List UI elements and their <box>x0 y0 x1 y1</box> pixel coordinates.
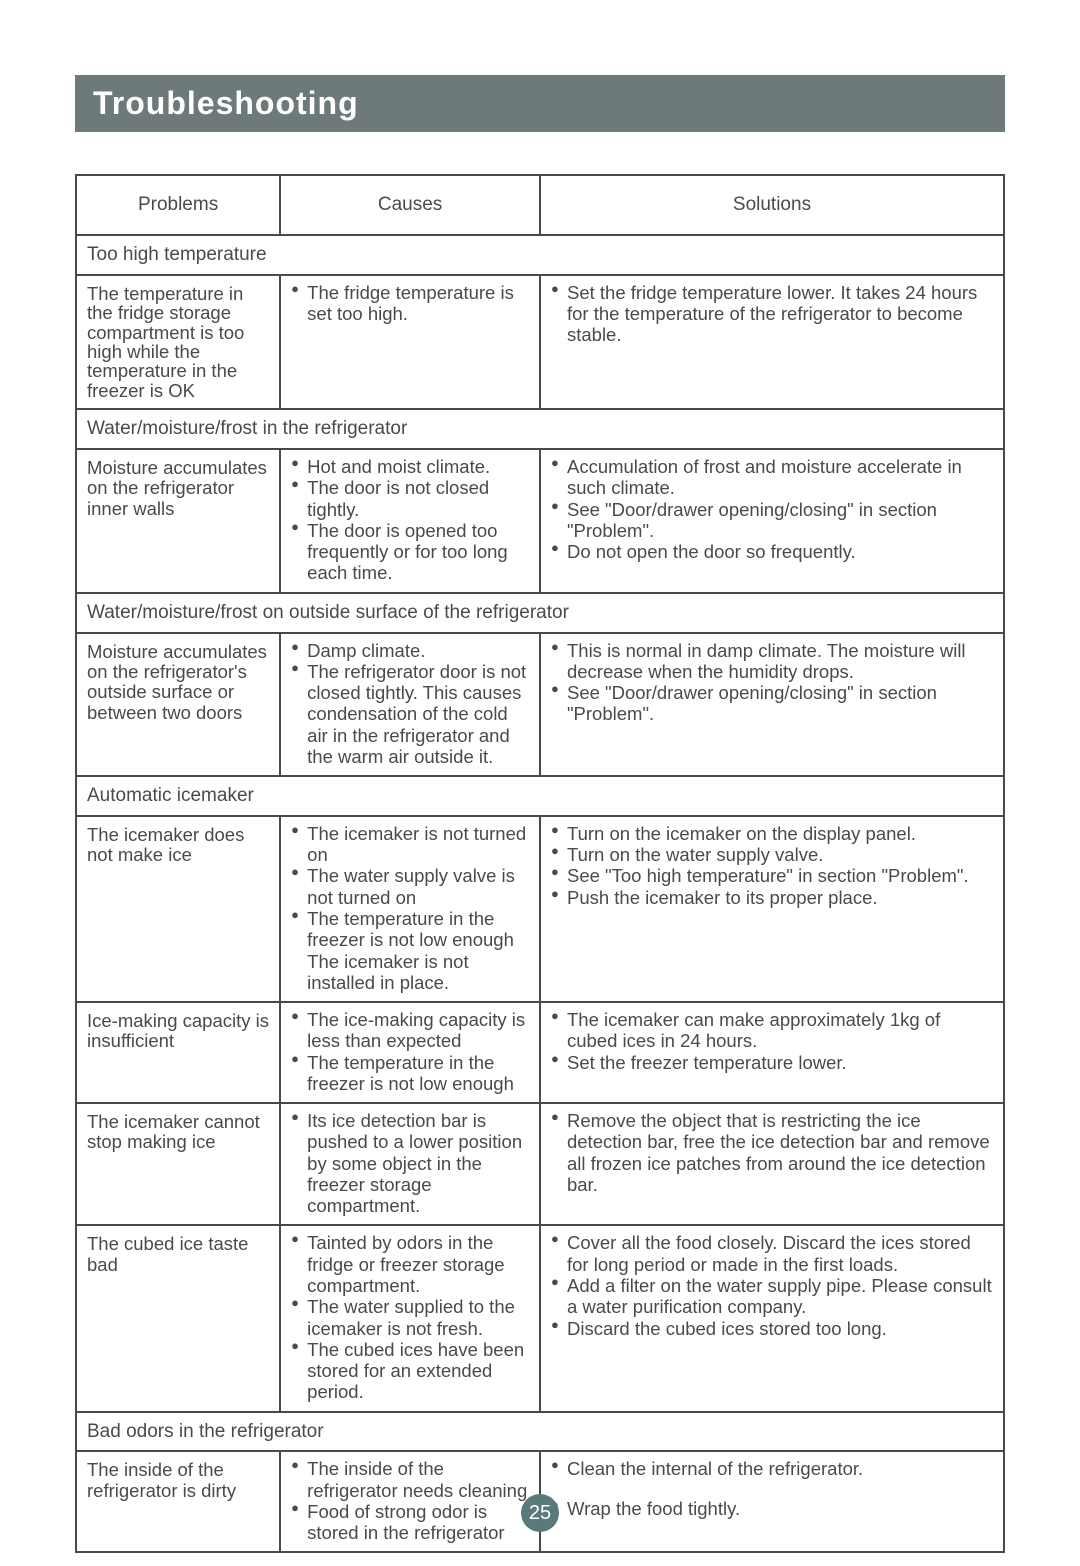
solution-item: Push the icemaker to its proper place. <box>551 887 993 908</box>
cause-item: The refrigerator door is not closed tigh… <box>291 661 529 767</box>
problem-cell: The temperature in the fridge storage co… <box>76 275 280 410</box>
table-row: The cubed ice taste badTainted by odors … <box>76 1225 1004 1411</box>
section-row: Water/moisture/frost in the refrigerator <box>76 409 1004 449</box>
causes-cell: Tainted by odors in the fridge or freeze… <box>280 1225 540 1411</box>
section-title: Water/moisture/frost in the refrigerator <box>76 409 1004 449</box>
problem-cell: Ice-making capacity is insufficient <box>76 1002 280 1103</box>
troubleshooting-table: Problems Causes Solutions Too high tempe… <box>75 174 1005 1553</box>
solution-item: Set the fridge temperature lower. It tak… <box>551 282 993 346</box>
page-title: Troubleshooting <box>75 75 1005 132</box>
cause-item: Tainted by odors in the fridge or freeze… <box>291 1232 529 1296</box>
section-row: Bad odors in the refrigerator <box>76 1412 1004 1452</box>
solution-item: Cover all the food closely. Discard the … <box>551 1232 993 1275</box>
cause-item: Damp climate. <box>291 640 529 661</box>
causes-cell: Its ice detection bar is pushed to a low… <box>280 1103 540 1225</box>
section-title: Water/moisture/frost on outside surface … <box>76 593 1004 633</box>
col-header-problems: Problems <box>76 175 280 235</box>
problem-cell: The icemaker does not make ice <box>76 816 280 1002</box>
solutions-cell: Remove the object that is restricting th… <box>540 1103 1004 1225</box>
cause-item: The icemaker is not turned on <box>291 823 529 866</box>
causes-cell: The icemaker is not turned onThe water s… <box>280 816 540 1002</box>
solution-item: This is normal in damp climate. The mois… <box>551 640 993 683</box>
causes-cell: Hot and moist climate.The door is not cl… <box>280 449 540 593</box>
solutions-cell: Cover all the food closely. Discard the … <box>540 1225 1004 1411</box>
causes-cell: The fridge temperature is set too high. <box>280 275 540 410</box>
solution-item: Set the freezer temperature lower. <box>551 1052 993 1073</box>
page-number-badge: 25 <box>521 1494 559 1532</box>
cause-item: The fridge temperature is set too high. <box>291 282 529 325</box>
solutions-cell: The icemaker can make approximately 1kg … <box>540 1002 1004 1103</box>
col-header-causes: Causes <box>280 175 540 235</box>
table-row: Moisture accumulates on the refrigerator… <box>76 449 1004 593</box>
solution-item: Discard the cubed ices stored too long. <box>551 1318 993 1339</box>
solution-item: Do not open the door so frequently. <box>551 541 993 562</box>
solutions-cell: Accumulation of frost and moisture accel… <box>540 449 1004 593</box>
table-row: The icemaker does not make iceThe icemak… <box>76 816 1004 1002</box>
cause-item: The inside of the refrigerator needs cle… <box>291 1458 529 1501</box>
problem-cell: The icemaker cannot stop making ice <box>76 1103 280 1225</box>
section-row: Too high temperature <box>76 235 1004 275</box>
solution-item: Remove the object that is restricting th… <box>551 1110 993 1195</box>
solution-item: Accumulation of frost and moisture accel… <box>551 456 993 499</box>
problem-cell: The inside of the refrigerator is dirty <box>76 1451 280 1552</box>
table-row: The icemaker cannot stop making iceIts i… <box>76 1103 1004 1225</box>
cause-item: Its ice detection bar is pushed to a low… <box>291 1110 529 1216</box>
cause-item: The temperature in the freezer is not lo… <box>291 908 529 993</box>
cause-item: The ice-making capacity is less than exp… <box>291 1009 529 1052</box>
section-title: Too high temperature <box>76 235 1004 275</box>
table-header-row: Problems Causes Solutions <box>76 175 1004 235</box>
solutions-cell: Set the fridge temperature lower. It tak… <box>540 275 1004 410</box>
section-title: Bad odors in the refrigerator <box>76 1412 1004 1452</box>
cause-item: The cubed ices have been stored for an e… <box>291 1339 529 1403</box>
problem-cell: The cubed ice taste bad <box>76 1225 280 1411</box>
solution-item: Turn on the icemaker on the display pane… <box>551 823 993 844</box>
cause-item: The door is opened too frequently or for… <box>291 520 529 584</box>
solution-item: Add a filter on the water supply pipe. P… <box>551 1275 993 1318</box>
problem-cell: Moisture accumulates on the refrigerator… <box>76 449 280 593</box>
causes-cell: The ice-making capacity is less than exp… <box>280 1002 540 1103</box>
solution-item: Turn on the water supply valve. <box>551 844 993 865</box>
solution-item: Clean the internal of the refrigerator. <box>551 1458 993 1479</box>
section-row: Water/moisture/frost on outside surface … <box>76 593 1004 633</box>
problem-cell: Moisture accumulates on the refrigerator… <box>76 633 280 777</box>
cause-item: The water supply valve is not turned on <box>291 865 529 908</box>
section-title: Automatic icemaker <box>76 776 1004 816</box>
table-row: The temperature in the fridge storage co… <box>76 275 1004 410</box>
solutions-cell: Turn on the icemaker on the display pane… <box>540 816 1004 1002</box>
table-row: Moisture accumulates on the refrigerator… <box>76 633 1004 777</box>
solution-item: The icemaker can make approximately 1kg … <box>551 1009 993 1052</box>
solution-item: Wrap the food tightly. <box>551 1498 993 1519</box>
table-row: Ice-making capacity is insufficient The i… <box>76 1002 1004 1103</box>
section-row: Automatic icemaker <box>76 776 1004 816</box>
solution-item: See "Door/drawer opening/closing" in sec… <box>551 682 993 725</box>
cause-item: The water supplied to the icemaker is no… <box>291 1296 529 1339</box>
causes-cell: Damp climate.The refrigerator door is no… <box>280 633 540 777</box>
solutions-cell: This is normal in damp climate. The mois… <box>540 633 1004 777</box>
col-header-solutions: Solutions <box>540 175 1004 235</box>
causes-cell: The inside of the refrigerator needs cle… <box>280 1451 540 1552</box>
solutions-cell: Clean the internal of the refrigerator. W… <box>540 1451 1004 1552</box>
solution-item: See "Door/drawer opening/closing" in sec… <box>551 499 993 542</box>
cause-item: Hot and moist climate. <box>291 456 529 477</box>
cause-item: The temperature in the freezer is not lo… <box>291 1052 529 1095</box>
cause-item: Food of strong odor is stored in the ref… <box>291 1501 529 1544</box>
solution-item: See "Too high temperature" in section "P… <box>551 865 993 886</box>
cause-item: The door is not closed tightly. <box>291 477 529 520</box>
